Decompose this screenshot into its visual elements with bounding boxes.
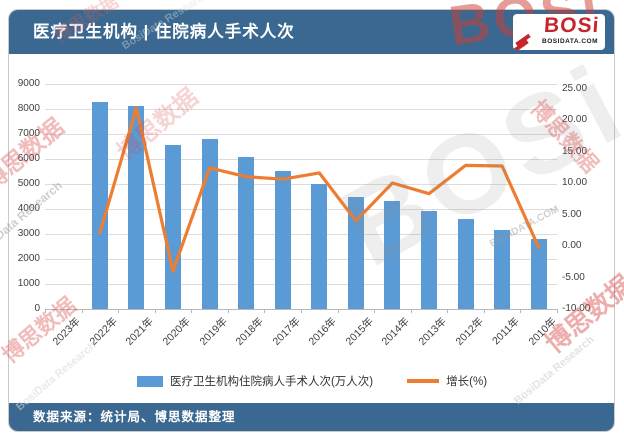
bar-2016年 (311, 184, 328, 309)
y-axis-left-label: 4000 (17, 203, 40, 214)
x-axis-tick (557, 309, 558, 313)
bar-series-swatch (136, 375, 163, 387)
bar-2018年 (238, 157, 255, 309)
gridline (45, 109, 557, 110)
y-axis-left-label: 9000 (17, 78, 40, 89)
x-axis-tick (81, 309, 83, 313)
y-axis-left-label: 2000 (17, 253, 40, 264)
bosi-logo: BOSi BOSIDATA.COM (513, 14, 605, 50)
data-source-note: 数据来源：统计局、博思数据整理 (33, 410, 236, 424)
gridline (45, 184, 557, 185)
gridline (45, 159, 557, 160)
page-title: 医疗卫生机构 | 住院病人手术人次 (33, 23, 295, 41)
bar-2014年 (384, 201, 401, 309)
bar-2012年 (457, 219, 474, 309)
y-axis-right-label: -10.00 (562, 303, 591, 314)
line-series-swatch (407, 379, 440, 383)
bar-2020年 (165, 145, 181, 309)
y-axis-right-label: 20.00 (562, 114, 588, 125)
bar-2021年 (128, 105, 145, 309)
x-axis-tick (410, 309, 412, 313)
gridline (45, 209, 557, 210)
bar-series-label: 医疗卫生机构住院病人手术人次(万人次) (169, 376, 374, 388)
y-axis-right-label: 25.00 (562, 82, 588, 94)
gridline (45, 284, 557, 285)
x-axis-tick (520, 309, 522, 313)
y-axis-right-label: -5.00 (562, 271, 585, 283)
y-axis-right-label: 15.00 (562, 145, 588, 157)
y-axis-left-label: 6000 (17, 153, 40, 164)
y-axis-right-label: 5.00 (562, 208, 582, 220)
gridline (45, 134, 557, 135)
x-axis-tick (154, 309, 156, 313)
x-axis-tick (191, 309, 193, 313)
report-card: 医疗卫生机构 | 住院病人手术人次 BOSi BOSIDATA.COM 数据来源… (8, 9, 615, 432)
legend-item-bar: 医疗卫生机构住院病人手术人次(万人次) (136, 373, 374, 389)
y-axis-right-label: 0.00 (562, 240, 582, 251)
bar-2015年 (347, 197, 364, 309)
gridline (45, 84, 557, 85)
y-axis-left-label: 1000 (17, 278, 40, 289)
line-series-label: 增长(%) (446, 376, 488, 388)
y-axis-right-label: 10.00 (562, 177, 588, 188)
y-axis-left-label: 0 (34, 303, 40, 314)
x-axis-tick (264, 309, 266, 313)
legend: 医疗卫生机构住院病人手术人次(万人次) 增长(%) (0, 371, 624, 391)
growth-line (98, 106, 541, 273)
bar-2022年 (91, 102, 108, 309)
footer-bar: 数据来源：统计局、博思数据整理 (9, 403, 614, 431)
legend-item-line: 增长(%) (407, 373, 487, 389)
x-axis-tick (447, 309, 449, 313)
x-axis-tick (45, 309, 46, 313)
bar-2017年 (274, 170, 291, 309)
x-axis-tick (337, 309, 339, 313)
x-axis-tick (301, 309, 302, 313)
x-axis-tick (227, 309, 229, 313)
bosi-logo-text: BOSi (542, 14, 600, 37)
y-axis-left-label: 3000 (17, 228, 40, 239)
y-axis-left-label: 7000 (17, 128, 40, 139)
bar-2010年 (530, 239, 547, 309)
x-axis-tick (118, 309, 120, 313)
y-axis-left-label: 8000 (17, 103, 40, 114)
x-axis-tick (374, 309, 376, 313)
bar-2013年 (421, 211, 437, 309)
x-axis-tick (483, 309, 485, 313)
y-axis-left-label: 5000 (17, 178, 40, 189)
bar-2011年 (494, 229, 511, 309)
gridline (45, 259, 557, 260)
bosi-logo-domain: BOSIDATA.COM (542, 38, 598, 45)
gridline (45, 234, 557, 235)
growth-line-series (98, 106, 541, 273)
